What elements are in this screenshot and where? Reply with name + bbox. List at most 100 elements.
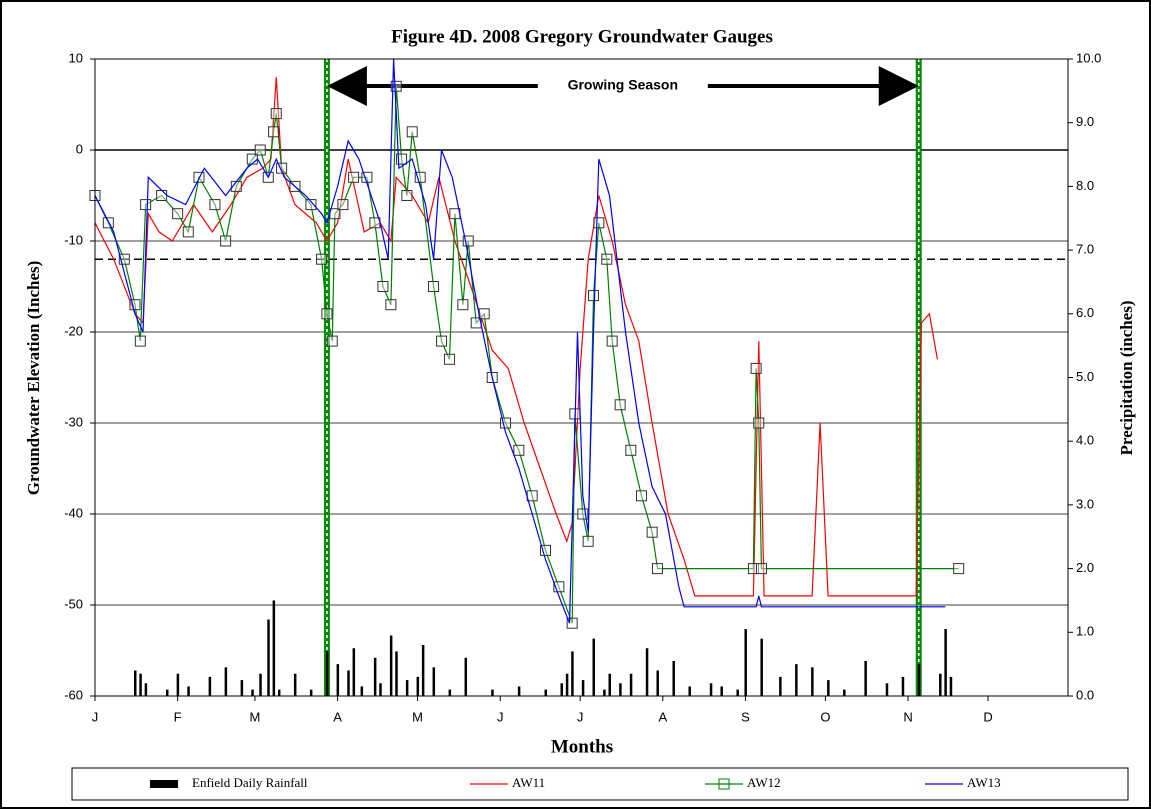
marker — [321, 308, 333, 320]
marker — [102, 217, 114, 229]
marker — [209, 199, 221, 211]
marker — [606, 335, 618, 347]
plot-area — [94, 58, 1069, 697]
y2-tick-label: 6.0 — [1076, 305, 1094, 320]
marker — [500, 417, 512, 429]
rain-bar — [464, 657, 468, 696]
y-tick-label: 10 — [69, 50, 83, 65]
rain-bar — [619, 683, 622, 696]
y-tick-label: -60 — [64, 687, 83, 702]
y2-tick-label: 0.0 — [1076, 687, 1094, 702]
marker — [577, 508, 589, 520]
marker — [118, 253, 130, 265]
rain-bar — [645, 648, 649, 696]
rain-bar — [672, 660, 675, 696]
rain-bar — [144, 683, 148, 696]
marker — [377, 281, 389, 292]
rain-bar — [592, 638, 595, 696]
marker — [449, 208, 461, 220]
rain-bar — [208, 676, 212, 696]
marker — [254, 144, 266, 156]
marker — [326, 335, 338, 347]
marker — [462, 235, 474, 247]
rain-bar — [565, 673, 569, 696]
marker — [276, 162, 288, 174]
rain-bar — [347, 670, 350, 696]
rain-bar — [224, 667, 228, 696]
rain-bar — [389, 635, 393, 696]
rain-bar — [736, 689, 739, 696]
rain-bar — [843, 689, 846, 696]
x-tick-label: F — [174, 709, 182, 724]
marker — [329, 208, 341, 220]
rain-bar — [760, 638, 763, 696]
rain-bar — [949, 676, 953, 696]
legend-label: AW12 — [747, 775, 781, 790]
marker — [246, 153, 258, 165]
x-tick-label: A — [333, 709, 342, 724]
x-tick-label: D — [983, 709, 992, 724]
marker — [270, 108, 282, 120]
rain-bar — [309, 689, 313, 696]
marker — [553, 581, 565, 593]
rain-bar — [251, 689, 254, 696]
rain-bar — [325, 651, 329, 696]
marker — [635, 490, 647, 502]
y2-tick-label: 8.0 — [1076, 178, 1094, 193]
rain-bar — [571, 651, 574, 696]
marker — [750, 362, 762, 374]
y-tick-label: -10 — [64, 232, 83, 247]
rain-bar — [517, 686, 521, 696]
marker — [526, 490, 538, 502]
rain-bar — [811, 667, 814, 696]
rain-bar — [688, 686, 691, 696]
legend-marker — [718, 778, 730, 790]
x-tick-label: N — [903, 709, 912, 724]
marker — [513, 444, 525, 456]
rain-bar — [373, 657, 377, 696]
marker — [348, 171, 360, 183]
rain-bar — [395, 651, 398, 696]
x-tick-label: J — [92, 709, 99, 724]
x-tick-label: J — [497, 709, 504, 724]
marker — [140, 199, 152, 211]
y-tick-label: -30 — [64, 414, 83, 429]
rain-bar — [560, 683, 564, 696]
rain-bar — [405, 680, 409, 696]
marker — [593, 217, 605, 229]
marker — [457, 299, 469, 311]
rain-bar — [293, 673, 297, 696]
rain-bar — [779, 676, 782, 696]
marker — [337, 199, 349, 211]
marker — [444, 353, 456, 365]
annotation: Growing Season — [568, 77, 678, 93]
x-tick-label: O — [820, 709, 830, 724]
y-tick-label: 0 — [76, 141, 83, 156]
rain-bar — [491, 689, 494, 696]
marker — [182, 226, 194, 238]
rain-bar — [133, 670, 137, 696]
marker — [428, 281, 440, 292]
x-tick-label: S — [741, 709, 750, 724]
rain-bar — [272, 600, 276, 696]
marker — [625, 444, 637, 456]
marker — [651, 563, 663, 575]
rain-bar — [352, 648, 356, 696]
y-tick-label: -50 — [64, 596, 83, 611]
marker — [587, 290, 599, 302]
rain-bar — [240, 680, 244, 696]
rain-bar — [432, 667, 436, 696]
x-tick-label: A — [658, 709, 667, 724]
rain-bar — [139, 673, 142, 696]
rain-bar — [277, 689, 281, 696]
rain-bar — [944, 629, 947, 696]
marker — [316, 253, 328, 265]
x-tick-label: M — [412, 709, 423, 724]
marker — [614, 399, 626, 411]
rain-bar — [176, 673, 180, 696]
marker — [753, 417, 765, 429]
rain-bar — [709, 683, 713, 696]
y2-tick-label: 9.0 — [1076, 114, 1094, 129]
rain-bar — [608, 673, 611, 696]
